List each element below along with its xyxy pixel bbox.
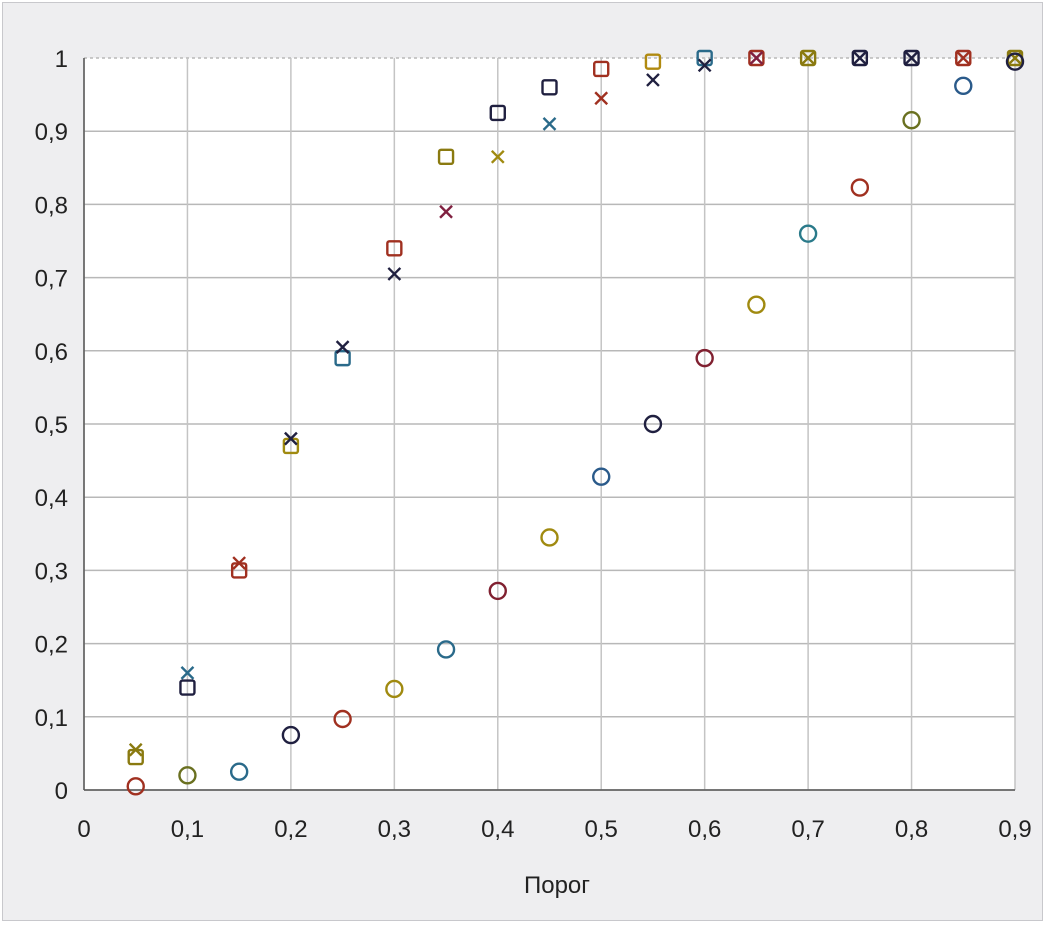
cross-marker — [542, 117, 557, 131]
circle-marker — [695, 348, 714, 368]
circle-marker — [1005, 52, 1025, 71]
cross-marker — [490, 149, 505, 164]
circle-marker — [592, 467, 611, 486]
cross-marker — [439, 204, 453, 219]
cross-marker — [594, 91, 609, 106]
cross-marker — [956, 51, 971, 65]
circle-marker — [954, 76, 973, 96]
square-marker — [386, 240, 403, 257]
x-axis-ticks: 0 0,1 0,2 0,3 0,4 0,5 0,6 0,7 0,8 0,9 — [77, 816, 1031, 843]
cross-marker — [387, 267, 402, 281]
circle-marker — [798, 224, 818, 243]
circle-marker — [902, 111, 921, 130]
cross-marker — [749, 51, 764, 65]
cross-marker — [801, 51, 815, 65]
x-tick-label: 0,5 — [585, 816, 618, 843]
square-marker — [903, 49, 920, 67]
square-marker — [748, 49, 765, 67]
x-tick-label: 0,2 — [274, 816, 307, 843]
y-tick-label: 0,4 — [35, 485, 68, 512]
circle-marker — [850, 178, 870, 197]
cross-marker — [284, 431, 298, 446]
square-marker — [799, 49, 817, 67]
x-tick-label: 0,7 — [791, 816, 824, 843]
square-marker — [334, 349, 351, 367]
cross-marker — [128, 742, 143, 757]
y-tick-label: 0,5 — [35, 412, 68, 439]
circle-marker — [178, 766, 197, 785]
x-tick-label: 0,1 — [171, 816, 204, 843]
circle-marker — [488, 581, 507, 601]
square-marker — [593, 60, 610, 78]
cross-marker — [180, 666, 195, 680]
circle-marker — [126, 777, 145, 796]
circle-marker — [385, 679, 404, 699]
square-marker — [955, 49, 972, 67]
square-marker — [644, 53, 662, 70]
y-tick-label: 0,8 — [35, 192, 68, 219]
circle-marker — [540, 528, 559, 547]
x-tick-label: 0,9 — [998, 816, 1031, 843]
cross-marker — [697, 58, 712, 73]
circle-marker — [747, 295, 766, 314]
circle-marker — [333, 709, 352, 729]
x-tick-label: 0 — [77, 816, 90, 843]
y-tick-label: 0,9 — [35, 119, 68, 146]
square-marker — [541, 79, 558, 96]
square-marker — [179, 679, 196, 696]
cross-marker — [646, 73, 660, 87]
x-axis-label: Порог — [524, 872, 590, 899]
cross-marker — [335, 340, 350, 354]
circle-marker — [229, 762, 249, 781]
data-points — [126, 49, 1025, 796]
y-tick-label: 0,7 — [35, 266, 68, 293]
y-tick-label: 0,6 — [35, 339, 68, 366]
y-tick-label: 0,3 — [35, 558, 68, 585]
x-tick-label: 0,8 — [895, 816, 928, 843]
y-tick-label: 0,1 — [35, 705, 68, 732]
cross-marker — [904, 51, 919, 65]
grid — [83, 57, 1016, 791]
y-tick-label: 1 — [55, 46, 68, 73]
cross-marker — [232, 556, 247, 570]
circle-marker — [643, 414, 663, 434]
cross-marker — [852, 51, 867, 65]
x-tick-label: 0,4 — [481, 816, 514, 843]
x-tick-label: 0,3 — [378, 816, 411, 843]
y-axis-ticks: 0 0,1 0,2 0,3 0,4 0,5 0,6 0,7 0,8 0,9 1 — [35, 46, 68, 805]
y-tick-label: 0,2 — [35, 632, 68, 659]
square-marker — [437, 148, 455, 166]
square-marker — [489, 104, 506, 122]
x-tick-label: 0,6 — [688, 816, 721, 843]
circle-marker — [281, 725, 301, 745]
square-marker — [851, 49, 869, 67]
y-tick-label: 0 — [55, 778, 68, 805]
circle-marker — [436, 640, 456, 659]
